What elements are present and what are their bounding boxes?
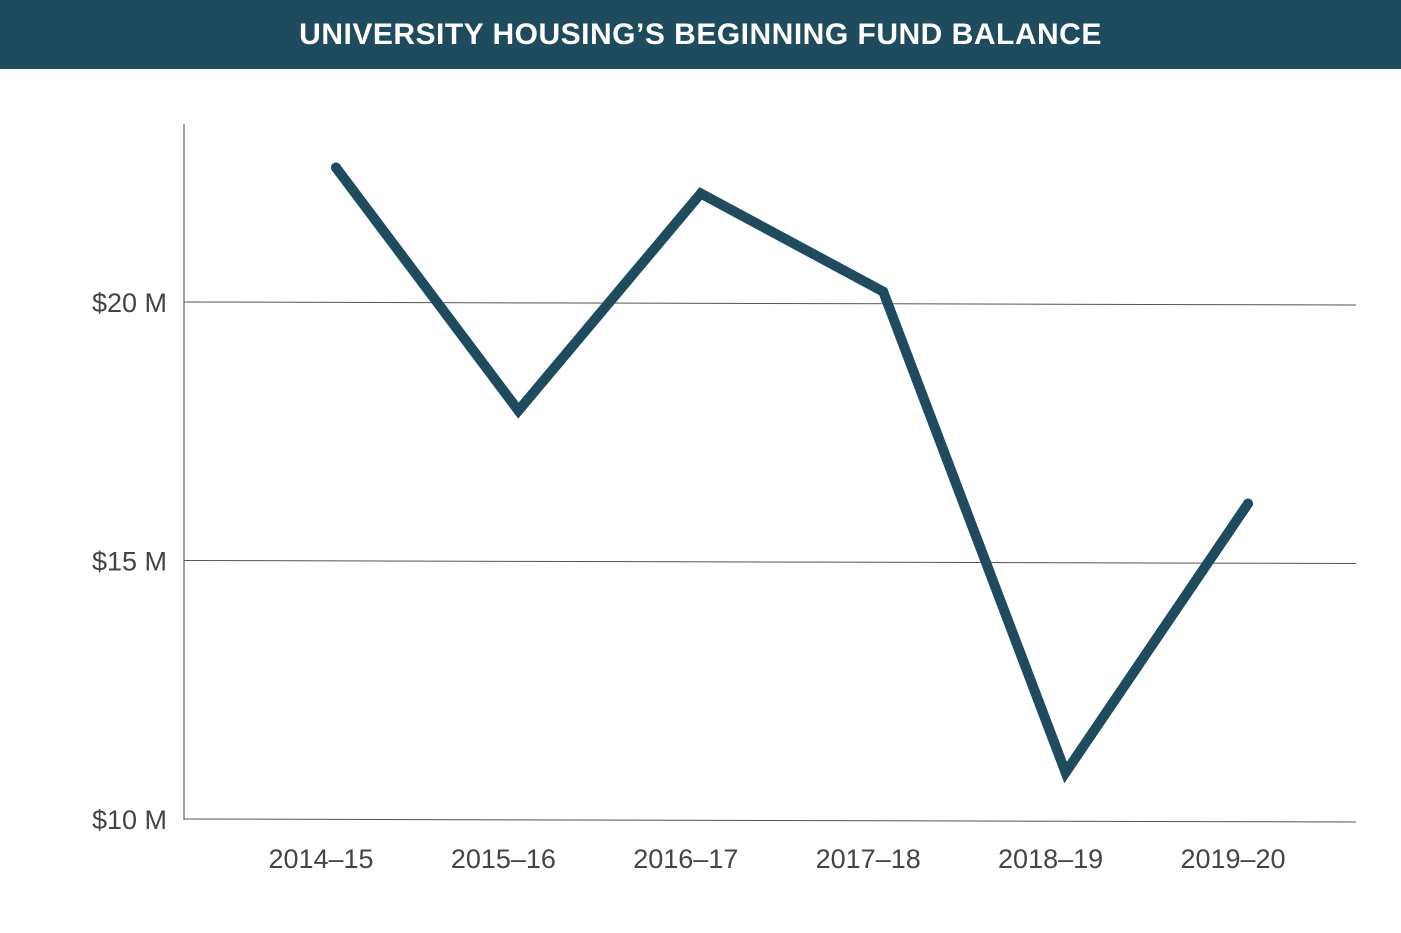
data-point [331, 162, 341, 173]
x-tick-label: 2019–20 [1180, 844, 1285, 874]
data-point [878, 286, 889, 297]
series-line [331, 162, 1253, 784]
x-tick-label: 2017–18 [816, 844, 921, 874]
data-point [695, 188, 706, 199]
chart-title-bar: UNIVERSITY HOUSING’S BEGINNING FUND BALA… [0, 0, 1401, 69]
data-points [331, 162, 1253, 778]
gridline [183, 560, 1357, 564]
gridlines [183, 301, 1357, 823]
gridline [183, 818, 1357, 823]
y-tick-labels: $10 M $15 M $20 M [92, 288, 167, 835]
x-tick-label: 2015–16 [451, 844, 556, 874]
data-point [1060, 767, 1071, 778]
y-tick-label: $20 M [92, 288, 167, 318]
x-tick-label: 2016–17 [633, 844, 738, 874]
gridline [183, 301, 1357, 306]
data-point [1243, 498, 1253, 509]
y-tick-label: $15 M [92, 547, 167, 577]
x-tick-labels: 2014–15 2015–16 2016–17 2017–18 2018–19 2019–… [268, 844, 1285, 874]
chart-title: UNIVERSITY HOUSING’S BEGINNING FUND BALA… [299, 17, 1102, 51]
x-tick-label: 2014–15 [268, 844, 373, 874]
x-tick-label: 2018–19 [998, 844, 1103, 874]
y-tick-label: $10 M [92, 805, 167, 835]
data-point [513, 405, 524, 416]
